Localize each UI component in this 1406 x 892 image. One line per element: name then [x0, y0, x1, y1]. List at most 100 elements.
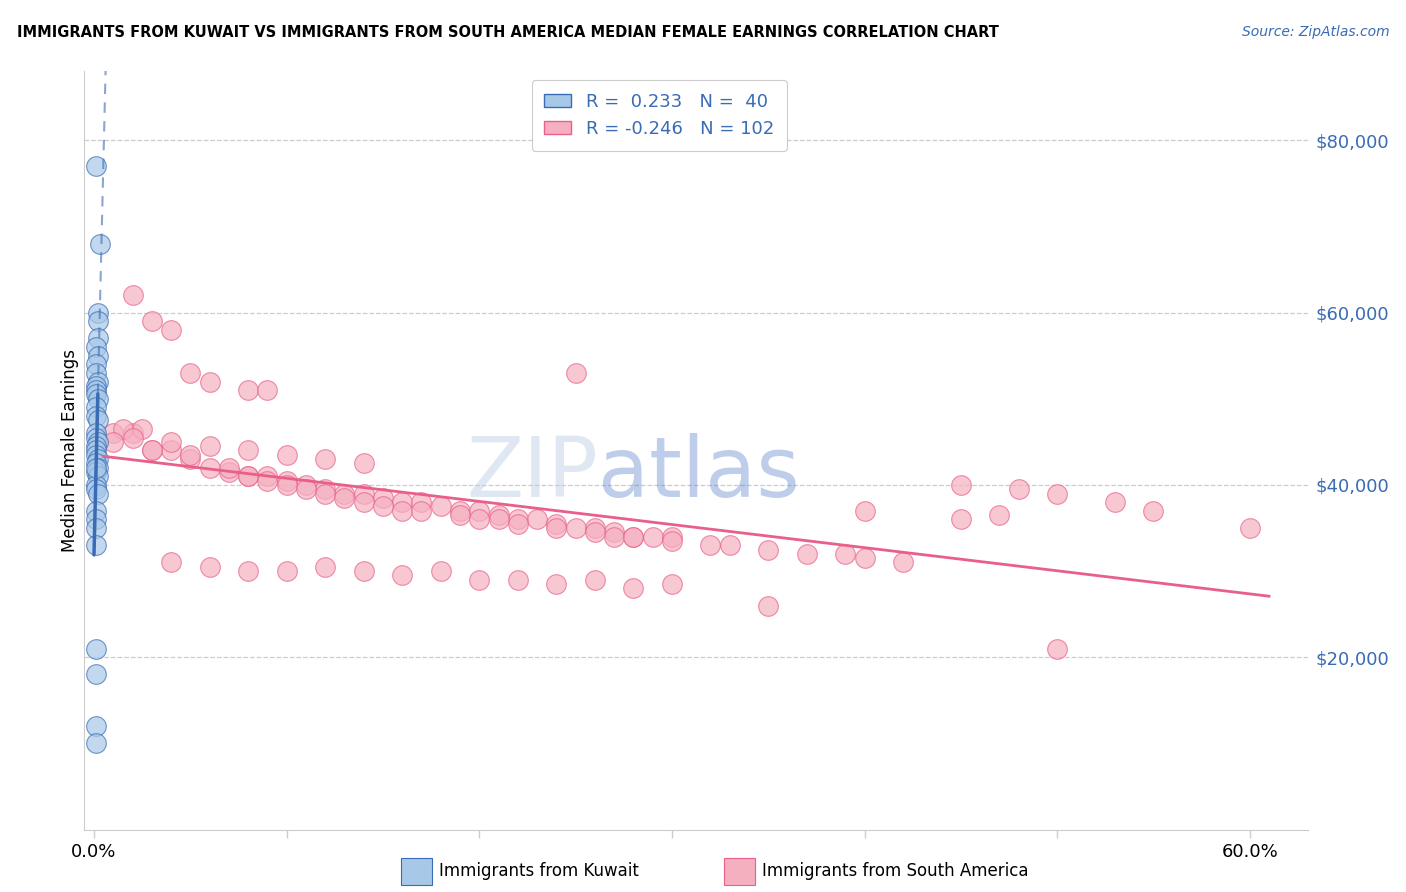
Point — [1239, 521, 1261, 535]
Point — [314, 486, 336, 500]
Text: IMMIGRANTS FROM KUWAIT VS IMMIGRANTS FROM SOUTH AMERICA MEDIAN FEMALE EARNINGS C: IMMIGRANTS FROM KUWAIT VS IMMIGRANTS FRO… — [17, 25, 998, 40]
Point — [84, 456, 107, 470]
Point — [546, 521, 568, 535]
Point — [84, 465, 107, 479]
Point — [236, 469, 259, 483]
Point — [661, 530, 683, 544]
Point — [84, 504, 107, 518]
Point — [391, 495, 413, 509]
Point — [103, 434, 125, 449]
Point — [84, 387, 107, 401]
Point — [87, 392, 110, 406]
Point — [353, 564, 375, 578]
Point — [353, 456, 375, 470]
Point — [256, 469, 278, 483]
Point — [353, 495, 375, 509]
Point — [84, 401, 107, 415]
Point — [564, 366, 586, 380]
Point — [314, 559, 336, 574]
Text: Source: ZipAtlas.com: Source: ZipAtlas.com — [1241, 25, 1389, 39]
Point — [603, 530, 626, 544]
Point — [603, 525, 626, 540]
Point — [756, 599, 779, 613]
Point — [506, 516, 529, 531]
Point — [87, 460, 110, 475]
Point — [391, 504, 413, 518]
Point — [564, 521, 586, 535]
Point — [468, 504, 491, 518]
Point — [84, 736, 107, 750]
Point — [141, 314, 163, 328]
Point — [276, 448, 298, 462]
Point — [391, 568, 413, 582]
Point — [1104, 495, 1126, 509]
Point — [333, 486, 356, 500]
Point — [949, 478, 972, 492]
Point — [160, 443, 183, 458]
Point — [546, 516, 568, 531]
Point — [84, 482, 107, 496]
Point — [276, 474, 298, 488]
Point — [84, 478, 107, 492]
Point — [583, 525, 606, 540]
Point — [84, 426, 107, 441]
Point — [449, 508, 471, 522]
Point — [333, 491, 356, 505]
Point — [314, 482, 336, 496]
Point — [661, 533, 683, 548]
Point — [111, 422, 134, 436]
Point — [87, 314, 110, 328]
Point — [218, 465, 240, 479]
Point — [449, 504, 471, 518]
Point — [198, 559, 221, 574]
Point — [87, 375, 110, 389]
Point — [84, 443, 107, 458]
Point — [256, 474, 278, 488]
Point — [84, 641, 107, 656]
Point — [84, 379, 107, 393]
Point — [218, 460, 240, 475]
Point — [853, 504, 876, 518]
Point — [621, 582, 644, 596]
Point — [160, 323, 183, 337]
Point — [295, 482, 318, 496]
Point — [121, 288, 143, 302]
Point — [179, 366, 201, 380]
Point — [641, 530, 664, 544]
Point — [468, 573, 491, 587]
Text: Immigrants from Kuwait: Immigrants from Kuwait — [439, 863, 638, 880]
Point — [506, 573, 529, 587]
Point — [87, 469, 110, 483]
Point — [488, 512, 510, 526]
Point — [87, 486, 110, 500]
Point — [488, 508, 510, 522]
Point — [84, 460, 107, 475]
Point — [371, 500, 394, 514]
Point — [198, 460, 221, 475]
Point — [891, 556, 914, 570]
Point — [834, 547, 856, 561]
Point — [1046, 486, 1069, 500]
Legend: R =  0.233   N =  40, R = -0.246   N = 102: R = 0.233 N = 40, R = -0.246 N = 102 — [531, 80, 787, 151]
Point — [526, 512, 548, 526]
Text: Immigrants from South America: Immigrants from South America — [762, 863, 1029, 880]
Point — [1046, 641, 1069, 656]
Point — [295, 478, 318, 492]
Point — [84, 383, 107, 397]
Point — [1007, 482, 1029, 496]
Point — [84, 340, 107, 354]
Point — [141, 443, 163, 458]
Point — [661, 577, 683, 591]
Point — [371, 491, 394, 505]
Point — [699, 538, 721, 552]
Point — [546, 577, 568, 591]
Point — [179, 452, 201, 467]
Point — [160, 434, 183, 449]
Point — [276, 564, 298, 578]
Point — [84, 357, 107, 371]
Point — [411, 495, 433, 509]
Point — [256, 383, 278, 397]
Point — [621, 530, 644, 544]
Point — [429, 564, 451, 578]
Point — [89, 236, 111, 251]
